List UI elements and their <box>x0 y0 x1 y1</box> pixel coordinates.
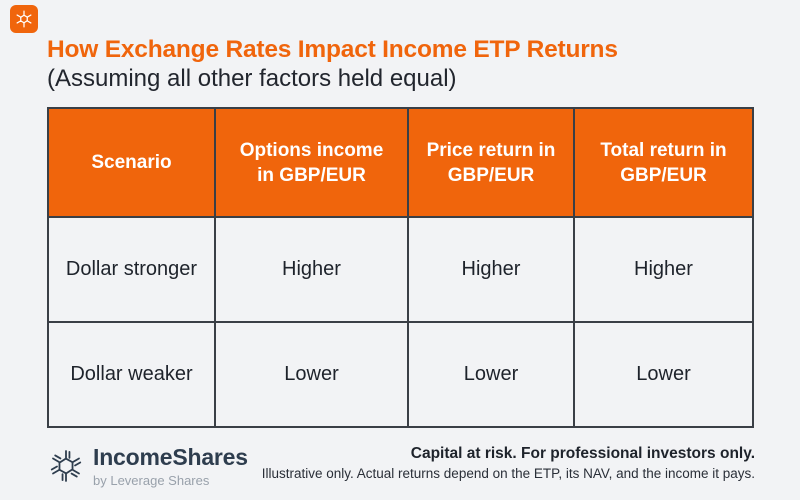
heading-block: How Exchange Rates Impact Income ETP Ret… <box>47 36 757 93</box>
illustrative-disclaimer: Illustrative only. Actual returns depend… <box>261 466 755 481</box>
incomeshares-badge-icon <box>16 10 32 28</box>
column-header-options-income: Options income in GBP/EUR <box>214 107 409 218</box>
cell-total-return: Lower <box>573 321 754 428</box>
table-header-row: Scenario Options income in GBP/EUR Price… <box>47 107 754 218</box>
cell-options-income: Higher <box>214 216 409 323</box>
cell-options-income: Lower <box>214 321 409 428</box>
incomeshares-badge <box>10 5 38 33</box>
cell-price-return: Lower <box>407 321 575 428</box>
brand-name: IncomeShares <box>93 444 248 470</box>
table-row: Dollar stronger Higher Higher Higher <box>47 216 754 323</box>
disclaimer-block: Capital at risk. For professional invest… <box>262 444 755 482</box>
brand-subtitle: by Leverage Shares <box>93 473 210 488</box>
exchange-rate-impact-table: Scenario Options income in GBP/EUR Price… <box>47 107 754 428</box>
column-header-scenario: Scenario <box>47 107 216 218</box>
cell-total-return: Higher <box>573 216 754 323</box>
table-row: Dollar weaker Lower Lower Lower <box>47 321 754 428</box>
cell-scenario: Dollar weaker <box>47 321 216 428</box>
incomeshares-pinwheel-icon <box>50 450 82 482</box>
risk-warning: Capital at risk. For professional invest… <box>410 445 755 462</box>
column-header-total-return: Total return in GBP/EUR <box>573 107 754 218</box>
cell-scenario: Dollar stronger <box>47 216 216 323</box>
page-subtitle: (Assuming all other factors held equal) <box>47 65 457 92</box>
cell-price-return: Higher <box>407 216 575 323</box>
page-title: How Exchange Rates Impact Income ETP Ret… <box>47 36 618 63</box>
brand-text-block: IncomeShares by Leverage Shares <box>93 444 248 489</box>
brand-lockup: IncomeShares by Leverage Shares <box>48 444 248 489</box>
column-header-price-return: Price return in GBP/EUR <box>407 107 575 218</box>
